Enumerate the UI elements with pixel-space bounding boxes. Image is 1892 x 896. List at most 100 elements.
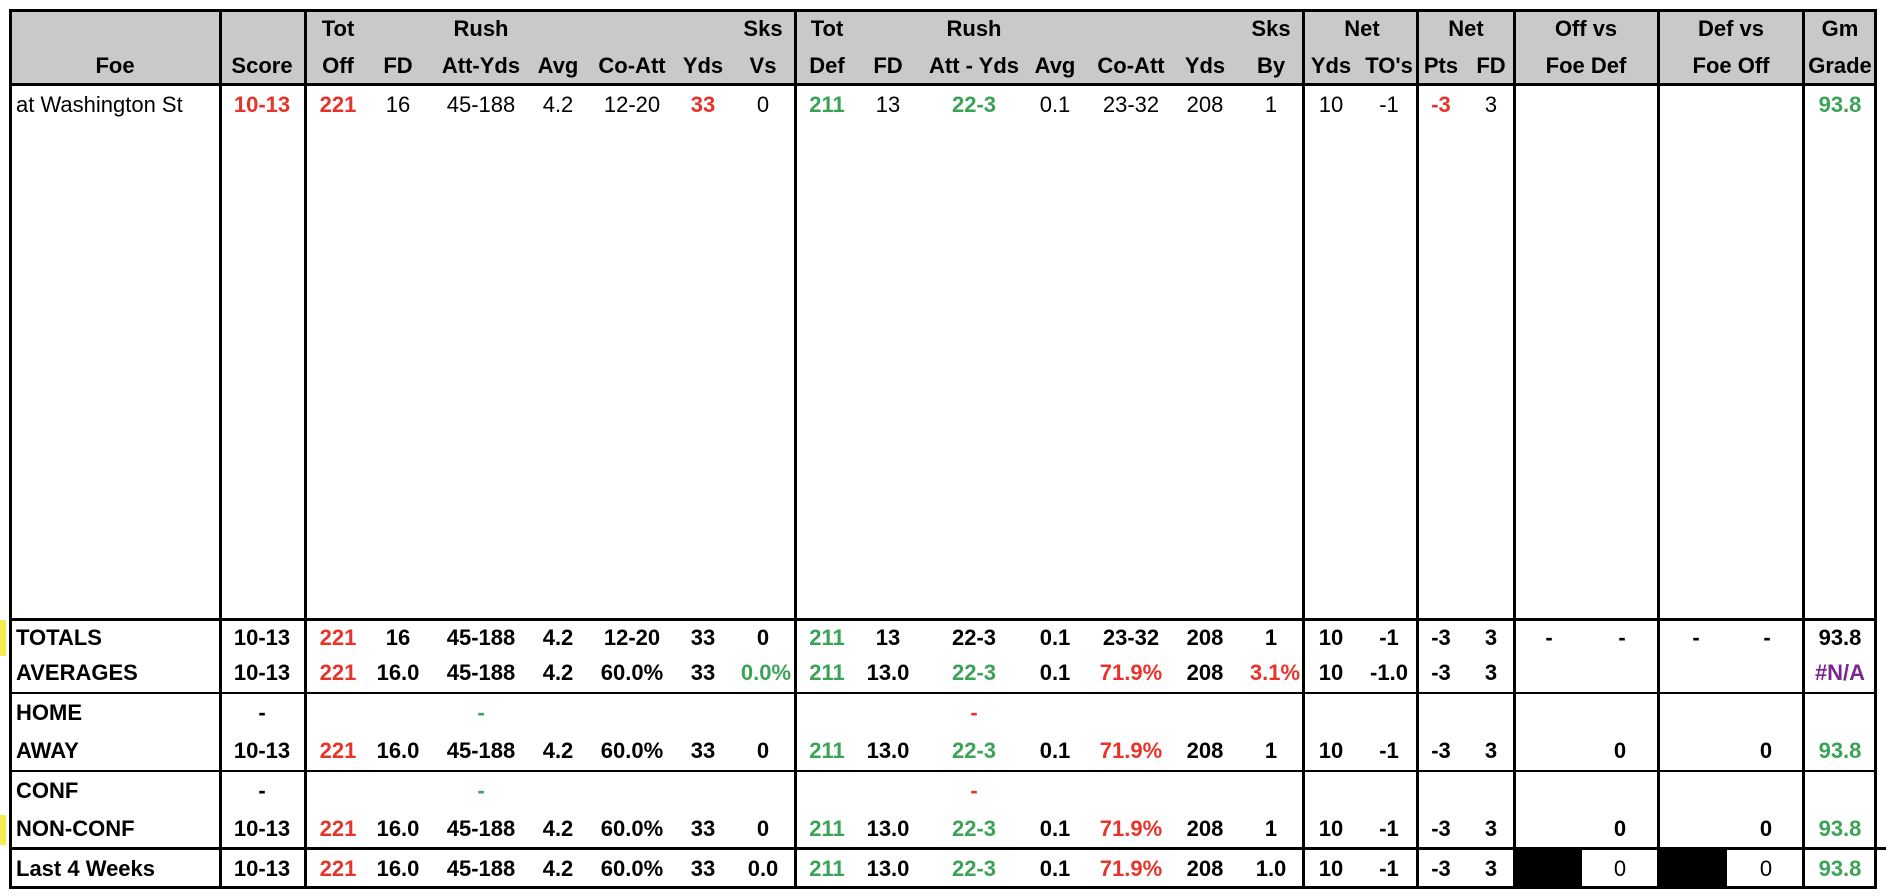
- averages-net-yds: 10: [1318, 660, 1344, 685]
- last4-net-pts: -3: [1431, 856, 1451, 881]
- header-sks-vs: Vs: [749, 53, 777, 78]
- game-co-att: 12-20: [603, 92, 661, 117]
- nonconf-off-vs: 0: [1613, 816, 1627, 841]
- last4-rush: 45-188: [446, 856, 516, 881]
- nonconf-co-att-def: 71.9%: [1099, 816, 1163, 841]
- away-def-vs: 0: [1759, 738, 1773, 763]
- last4-net-to: -1: [1379, 856, 1399, 881]
- game-foe: at Washington St: [16, 92, 183, 117]
- totals-def-vs-2: -: [1763, 625, 1771, 650]
- header-gm-grade: Grade: [1808, 53, 1872, 78]
- grid-line: [10, 83, 1877, 86]
- totals-rush: 45-188: [446, 625, 516, 650]
- header-co-att-def: Co-Att: [1097, 53, 1165, 78]
- row-marker: [0, 815, 6, 845]
- averages-co-att: 60.0%: [600, 660, 664, 685]
- averages-yds-def: 208: [1186, 660, 1224, 685]
- nonconf-co-att: 60.0%: [600, 816, 664, 841]
- totals-sks-vs: 0: [756, 625, 770, 650]
- header-yds: Yds: [682, 53, 724, 78]
- nonconf-rush-def: 22-3: [951, 816, 997, 841]
- last4-net-fd: 3: [1484, 856, 1498, 881]
- totals-off-vs-2: -: [1618, 625, 1626, 650]
- last4-sks-vs: 0.0: [747, 856, 779, 881]
- averages-tot-off: 221: [319, 660, 357, 685]
- game-tot-off: 221: [319, 92, 357, 117]
- away-avg-def: 0.1: [1039, 738, 1071, 763]
- totals-tot-off: 221: [319, 625, 357, 650]
- game-sks-by: 1: [1264, 92, 1278, 117]
- header-co-att: Co-Att: [598, 53, 666, 78]
- game-sks-vs: 0: [756, 92, 770, 117]
- grid-line: [1302, 9, 1305, 889]
- totals-avg: 4.2: [542, 625, 574, 650]
- nonconf-fd-def: 13.0: [866, 816, 910, 841]
- nonconf-def-vs: 0: [1759, 816, 1773, 841]
- grid-line: [794, 9, 797, 889]
- header-yds-def: Yds: [1184, 53, 1226, 78]
- last4-yds-def: 208: [1186, 856, 1224, 881]
- last4-rush-def: 22-3: [951, 856, 997, 881]
- header-def-vs: Foe Off: [1692, 53, 1770, 78]
- off-vs-black-box: [1514, 850, 1582, 888]
- conf-rush-def: -: [970, 778, 978, 803]
- header-net: Net: [1344, 16, 1380, 41]
- away-score: 10-13: [233, 738, 291, 763]
- header-rush-def: Att - Yds: [928, 53, 1020, 78]
- nonconf-rush: 45-188: [446, 816, 516, 841]
- totals-rush-def: 22-3: [951, 625, 997, 650]
- averages-avg-def: 0.1: [1039, 660, 1071, 685]
- away-tot-def: 211: [809, 738, 845, 763]
- game-net-to: -1: [1379, 92, 1399, 117]
- grid-line: [1657, 9, 1660, 889]
- last4-co-att-def: 71.9%: [1099, 856, 1163, 881]
- averages-co-att-def: 71.9%: [1099, 660, 1163, 685]
- away-sks-vs: 0: [756, 738, 770, 763]
- header-rush: Rush: [453, 16, 509, 41]
- header-sks-by: By: [1256, 53, 1286, 78]
- game-net-fd: 3: [1484, 92, 1498, 117]
- game-rush-def: 22-3: [951, 92, 997, 117]
- def-vs-black-box: [1659, 850, 1727, 888]
- grid-line: [10, 9, 1877, 12]
- totals-off-vs-1: -: [1545, 625, 1553, 650]
- last4-fd: 16.0: [376, 856, 420, 881]
- header-off-vs: Foe Def: [1545, 53, 1627, 78]
- grid-line: [1416, 9, 1419, 889]
- header-sks-by: Sks: [1251, 16, 1291, 41]
- last4-avg-def: 0.1: [1039, 856, 1071, 881]
- away-rush: 45-188: [446, 738, 516, 763]
- totals-avg-def: 0.1: [1039, 625, 1071, 650]
- last4-net-yds: 10: [1318, 856, 1344, 881]
- averages-sks-vs: 0.0%: [740, 660, 792, 685]
- home-label: HOME: [16, 700, 82, 725]
- header-net-to: TO's: [1365, 53, 1413, 78]
- nonconf-tot-off: 221: [319, 816, 357, 841]
- away-label: AWAY: [16, 738, 79, 763]
- away-rush-def: 22-3: [951, 738, 997, 763]
- averages-net-to: -1.0: [1370, 660, 1408, 685]
- away-yds-def: 208: [1186, 738, 1224, 763]
- away-co-att: 60.0%: [600, 738, 664, 763]
- conf-score: -: [258, 778, 266, 803]
- game-fd: 16: [385, 92, 411, 117]
- totals-net-fd: 3: [1484, 625, 1498, 650]
- header-net-pts: Pts: [1423, 53, 1459, 78]
- nonconf-sks-by: 1: [1264, 816, 1278, 841]
- nonconf-avg-def: 0.1: [1039, 816, 1071, 841]
- header-foe: Foe: [95, 53, 135, 78]
- header-tot-def: Tot: [810, 16, 844, 41]
- grid-line: [1802, 9, 1805, 889]
- away-sks-by: 1: [1264, 738, 1278, 763]
- nonconf-sks-vs: 0: [756, 816, 770, 841]
- header-off-vs: Off vs: [1554, 16, 1618, 41]
- game-rush: 45-188: [446, 92, 516, 117]
- away-avg: 4.2: [542, 738, 574, 763]
- header-tot-off: Off: [322, 53, 354, 78]
- nonconf-net-fd: 3: [1484, 816, 1498, 841]
- last4-def-vs: 0: [1759, 856, 1773, 881]
- header-net-fd: FD: [1476, 53, 1506, 78]
- away-grade: 93.8: [1818, 738, 1862, 763]
- totals-def-vs-1: -: [1692, 625, 1700, 650]
